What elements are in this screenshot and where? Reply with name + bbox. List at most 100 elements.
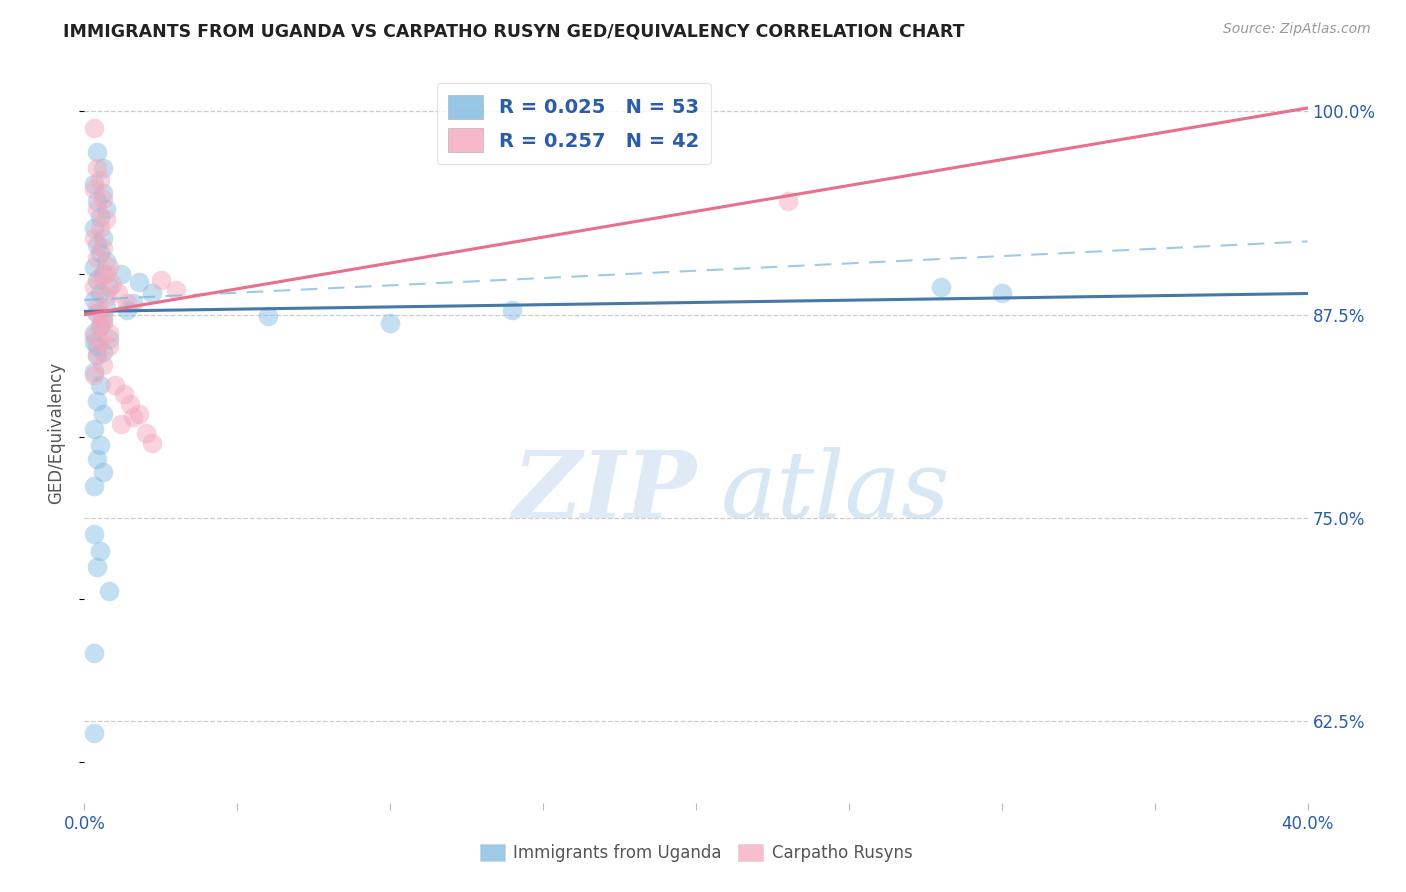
Point bbox=[91, 231, 114, 245]
Point bbox=[94, 254, 117, 268]
Point bbox=[83, 326, 105, 340]
Point bbox=[94, 267, 117, 281]
Point bbox=[89, 377, 111, 392]
Point bbox=[135, 426, 157, 441]
Point bbox=[83, 260, 105, 275]
Point bbox=[86, 161, 108, 176]
Point bbox=[86, 273, 108, 287]
Legend: Immigrants from Uganda, Carpatho Rusyns: Immigrants from Uganda, Carpatho Rusyns bbox=[472, 837, 920, 869]
Point bbox=[128, 275, 150, 289]
Point bbox=[91, 358, 114, 372]
Point bbox=[86, 338, 108, 352]
Point bbox=[83, 120, 105, 135]
Point bbox=[107, 286, 129, 301]
Point bbox=[86, 194, 108, 208]
Point bbox=[86, 306, 108, 320]
Point bbox=[83, 368, 105, 382]
Point bbox=[83, 182, 105, 196]
Point bbox=[110, 417, 132, 431]
Point bbox=[83, 478, 105, 492]
Point bbox=[86, 559, 108, 574]
Point bbox=[83, 178, 105, 192]
Point bbox=[89, 319, 111, 334]
Point bbox=[991, 286, 1014, 301]
Point bbox=[89, 543, 111, 558]
Point bbox=[86, 348, 108, 362]
Point bbox=[89, 210, 111, 224]
Point bbox=[380, 316, 402, 330]
Point bbox=[86, 202, 108, 216]
Point bbox=[97, 584, 120, 599]
Point bbox=[91, 316, 114, 330]
Point bbox=[94, 300, 117, 314]
Point bbox=[86, 237, 108, 252]
Point bbox=[86, 306, 108, 320]
Point bbox=[83, 527, 105, 541]
Point bbox=[91, 310, 114, 324]
Point bbox=[97, 260, 120, 275]
Point bbox=[112, 387, 135, 401]
Point bbox=[91, 241, 114, 255]
Point bbox=[89, 438, 111, 452]
Point bbox=[104, 377, 127, 392]
Point bbox=[83, 293, 105, 307]
Point bbox=[86, 300, 108, 314]
Point bbox=[257, 310, 280, 324]
Point bbox=[83, 221, 105, 235]
Point bbox=[89, 335, 111, 350]
Point bbox=[128, 407, 150, 421]
Point bbox=[89, 172, 111, 186]
Point bbox=[83, 328, 105, 343]
Point bbox=[83, 231, 105, 245]
Y-axis label: GED/Equivalency: GED/Equivalency bbox=[48, 361, 66, 504]
Point bbox=[89, 221, 111, 235]
Point bbox=[83, 421, 105, 435]
Point bbox=[86, 251, 108, 265]
Point bbox=[86, 145, 108, 159]
Text: IMMIGRANTS FROM UGANDA VS CARPATHO RUSYN GED/EQUIVALENCY CORRELATION CHART: IMMIGRANTS FROM UGANDA VS CARPATHO RUSYN… bbox=[63, 22, 965, 40]
Point bbox=[101, 277, 124, 291]
Point bbox=[91, 161, 114, 176]
Point bbox=[97, 332, 120, 346]
Point bbox=[83, 365, 105, 379]
Point bbox=[86, 393, 108, 408]
Point bbox=[165, 283, 187, 297]
Point bbox=[89, 319, 111, 334]
Point bbox=[776, 194, 799, 208]
Point bbox=[83, 280, 105, 294]
Point bbox=[91, 466, 114, 480]
Point bbox=[83, 335, 105, 350]
Point bbox=[149, 273, 172, 287]
Point bbox=[115, 302, 138, 317]
Text: atlas: atlas bbox=[720, 447, 950, 537]
Point bbox=[141, 286, 163, 301]
Point bbox=[91, 312, 114, 326]
Point bbox=[929, 280, 952, 294]
Point bbox=[91, 267, 114, 281]
Point bbox=[86, 348, 108, 362]
Point bbox=[97, 280, 120, 294]
Point bbox=[94, 290, 117, 304]
Point bbox=[91, 186, 114, 200]
Text: ZIP: ZIP bbox=[512, 447, 696, 537]
Point bbox=[122, 296, 145, 310]
Point bbox=[86, 452, 108, 467]
Point bbox=[94, 202, 117, 216]
Point bbox=[89, 245, 111, 260]
Point bbox=[83, 726, 105, 740]
Point bbox=[502, 302, 524, 317]
Point bbox=[89, 270, 111, 285]
Point bbox=[97, 326, 120, 340]
Point bbox=[91, 345, 114, 359]
Point bbox=[115, 296, 138, 310]
Point bbox=[110, 267, 132, 281]
Point bbox=[97, 338, 120, 352]
Point bbox=[141, 436, 163, 450]
Point bbox=[89, 286, 111, 301]
Text: Source: ZipAtlas.com: Source: ZipAtlas.com bbox=[1223, 22, 1371, 37]
Point bbox=[94, 211, 117, 226]
Point bbox=[83, 646, 105, 660]
Point bbox=[122, 410, 145, 425]
Point bbox=[120, 397, 142, 411]
Point bbox=[91, 407, 114, 421]
